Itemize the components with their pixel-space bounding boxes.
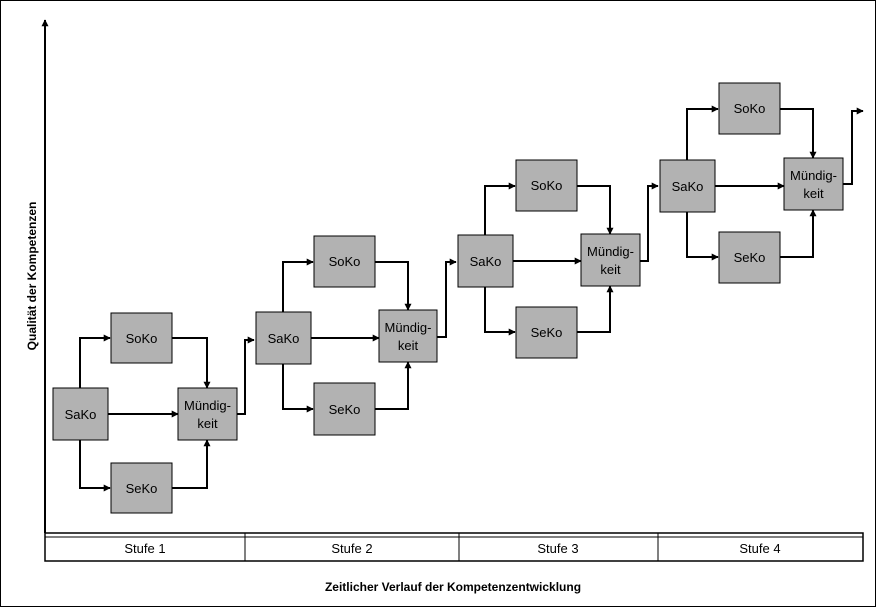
seko-box: SeKo	[110, 462, 173, 514]
connector-arrow	[79, 334, 111, 388]
svg-text:SoKo: SoKo	[734, 101, 766, 116]
stage-1-group: SaKo SoKo SeKo Mündig- keit	[52, 312, 255, 514]
svg-text:SeKo: SeKo	[329, 402, 361, 417]
soko-box: SoKo	[515, 159, 578, 212]
svg-text:SoKo: SoKo	[329, 254, 361, 269]
stage-transition-arrow	[843, 107, 864, 185]
svg-text:SeKo: SeKo	[531, 325, 563, 340]
sako-box: SaKo	[255, 311, 312, 365]
svg-text:keit: keit	[803, 186, 824, 201]
stage-3-group: SaKo SoKo SeKo Mündig- keit	[457, 159, 659, 359]
connector-arrow	[484, 182, 516, 235]
stage-label: Stufe 1	[124, 541, 165, 556]
stage-transition-arrow	[640, 182, 659, 262]
svg-text:keit: keit	[398, 338, 419, 353]
svg-text:SeKo: SeKo	[734, 250, 766, 265]
svg-text:SaKo: SaKo	[268, 331, 300, 346]
muendigkeit-box: Mündig- keit	[580, 233, 641, 287]
stage-2-group: SaKo SoKo SeKo Mündig- keit	[255, 235, 457, 436]
stage-4-group: SaKo SoKo SeKo Mündig- keit	[659, 82, 864, 284]
y-axis-title: Qualität der Kompetenzen	[25, 202, 39, 351]
sako-box: SaKo	[659, 159, 716, 213]
muendigkeit-box: Mündig- keit	[783, 157, 844, 211]
connector-arrow	[780, 209, 817, 258]
svg-text:Mündig-: Mündig-	[587, 244, 634, 259]
stage-bar-outline	[44, 532, 864, 562]
svg-text:SoKo: SoKo	[126, 331, 158, 346]
connector-arrow	[577, 285, 614, 333]
sako-box: SaKo	[52, 387, 109, 441]
svg-text:SoKo: SoKo	[531, 178, 563, 193]
connector-arrow	[375, 261, 412, 311]
soko-box: SoKo	[313, 235, 376, 288]
seko-box: SeKo	[718, 231, 781, 284]
connector-arrow	[780, 108, 817, 159]
stage-label: Stufe 3	[537, 541, 578, 556]
connector-arrow	[79, 440, 111, 492]
connector-arrow	[172, 337, 211, 389]
connector-arrow	[686, 212, 719, 261]
svg-text:SaKo: SaKo	[470, 254, 502, 269]
muendigkeit-box: Mündig- keit	[378, 309, 438, 363]
connector-arrow	[375, 361, 412, 410]
sako-box: SaKo	[457, 234, 514, 288]
svg-text:Mündig-: Mündig-	[790, 168, 837, 183]
soko-box: SoKo	[718, 82, 781, 135]
svg-text:Mündig-: Mündig-	[385, 320, 432, 335]
connector-arrow	[172, 439, 211, 489]
svg-text:keit: keit	[600, 262, 621, 277]
connector-arrow	[282, 258, 314, 312]
connector-arrow	[282, 364, 314, 413]
svg-text:SaKo: SaKo	[65, 407, 97, 422]
muendigkeit-box: Mündig- keit	[177, 387, 238, 441]
stage-transition-arrow	[237, 336, 255, 415]
x-axis-title: Zeitlicher Verlauf der Kompetenzentwickl…	[325, 580, 581, 594]
connector-arrow	[577, 185, 614, 235]
svg-text:Mündig-: Mündig-	[184, 398, 231, 413]
stage-label: Stufe 2	[331, 541, 372, 556]
svg-text:SeKo: SeKo	[126, 481, 158, 496]
stage-label: Stufe 4	[739, 541, 780, 556]
connector-arrow	[484, 287, 516, 336]
seko-box: SeKo	[515, 306, 578, 359]
svg-text:SaKo: SaKo	[672, 179, 704, 194]
seko-box: SeKo	[313, 382, 376, 436]
stage-bar: Stufe 1 Stufe 2 Stufe 3 Stufe 4	[44, 532, 864, 562]
connector-arrow	[686, 105, 719, 160]
soko-box: SoKo	[110, 312, 173, 364]
stage-transition-arrow	[437, 258, 457, 338]
svg-text:keit: keit	[197, 416, 218, 431]
